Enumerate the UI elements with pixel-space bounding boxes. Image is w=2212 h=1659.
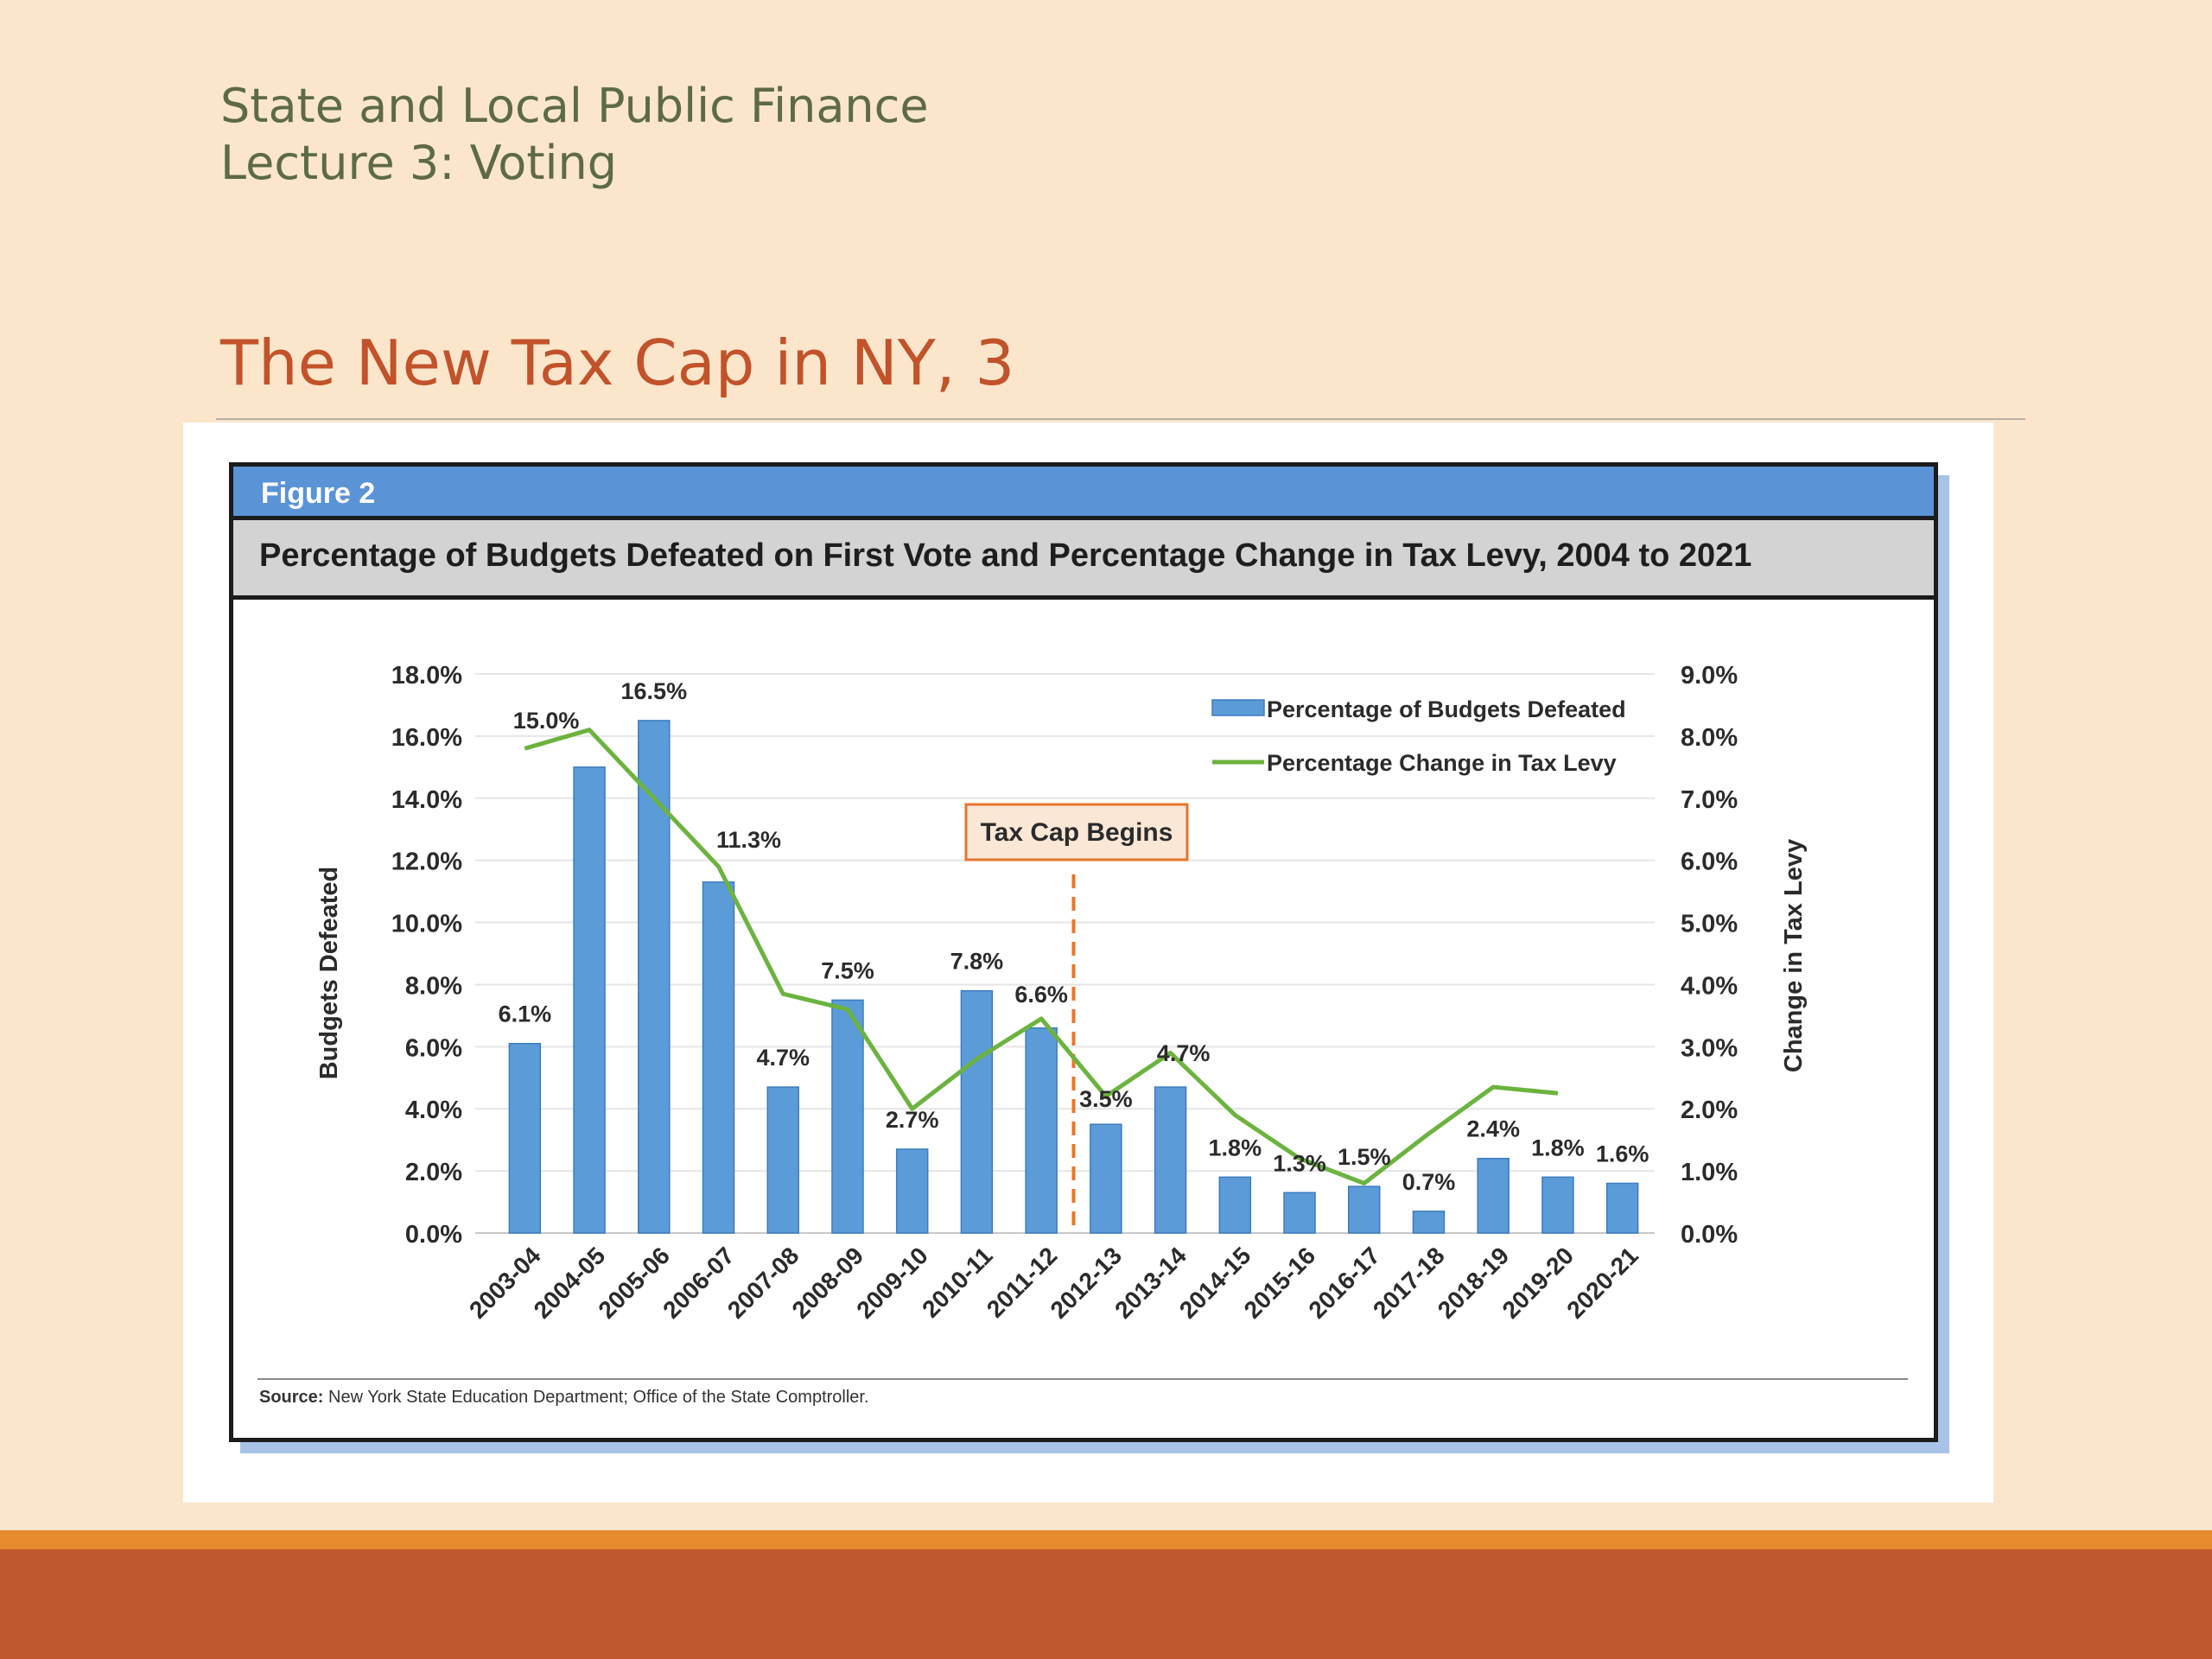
- bar-data-label: 2.4%: [1466, 1116, 1520, 1142]
- bar-data-label: 16.5%: [621, 678, 688, 704]
- tax-cap-label: Tax Cap Begins: [981, 818, 1173, 847]
- bar: [1154, 1086, 1187, 1234]
- x-tick-label: 2004-05: [529, 1242, 611, 1324]
- x-tick-label: 2006-07: [658, 1242, 740, 1324]
- bar-data-label: 4.7%: [1157, 1040, 1211, 1066]
- bar: [1348, 1185, 1381, 1234]
- y-tick-label: 16.0%: [391, 724, 462, 752]
- bar-data-label: 11.3%: [716, 827, 781, 853]
- x-tick-label: 2012-13: [1046, 1242, 1128, 1324]
- y-tick-label: 12.0%: [391, 849, 462, 876]
- y2-tick-label: 9.0%: [1681, 662, 1738, 690]
- x-tick-label: 2014-15: [1174, 1242, 1256, 1324]
- bar-data-label: 3.5%: [1079, 1086, 1133, 1112]
- y2-tick-label: 3.0%: [1681, 1034, 1738, 1062]
- x-tick-label: 2017-18: [1368, 1242, 1450, 1324]
- x-tick-label: 2013-14: [1109, 1242, 1192, 1324]
- bar: [1541, 1176, 1574, 1234]
- legend-label-line: Percentage Change in Tax Levy: [1267, 750, 1617, 776]
- legend-label-bars: Percentage of Budgets Defeated: [1267, 696, 1626, 722]
- lecture-title: Lecture 3: Voting: [220, 136, 618, 190]
- x-tick-label: 2015-16: [1239, 1242, 1321, 1324]
- y2-axis-title: Change in Tax Levy: [1780, 839, 1808, 1072]
- tax-cap-box: [964, 803, 1189, 861]
- y2-tick-label: 7.0%: [1681, 786, 1738, 814]
- legend-swatch-bars: [1211, 699, 1265, 716]
- y-tick-label: 6.0%: [405, 1034, 462, 1062]
- figure-title: Percentage of Budgets Defeated on First …: [259, 537, 1752, 574]
- y-tick-label: 18.0%: [391, 662, 462, 690]
- bar-data-label: 7.8%: [950, 949, 1004, 975]
- bar-data-label: 6.1%: [499, 1001, 552, 1027]
- bar: [1477, 1157, 1510, 1234]
- x-tick-label: 2008-09: [787, 1242, 869, 1324]
- bar-data-label: 4.7%: [756, 1045, 810, 1071]
- y-tick-label: 14.0%: [391, 786, 462, 814]
- bar: [638, 720, 671, 1234]
- course-title: State and Local Public Finance: [220, 79, 929, 133]
- x-tick-label: 2020-21: [1561, 1242, 1643, 1324]
- bar: [1605, 1182, 1639, 1234]
- y-tick-label: 2.0%: [405, 1159, 462, 1186]
- bar: [702, 881, 735, 1234]
- figure-header: Figure 2: [233, 467, 1934, 520]
- title-divider: [216, 418, 2025, 420]
- x-tick-label: 2009-10: [851, 1242, 933, 1324]
- x-tick-label: 2018-19: [1433, 1242, 1515, 1324]
- y2-tick-label: 2.0%: [1681, 1096, 1738, 1124]
- source-divider: [257, 1378, 1908, 1380]
- bar-data-label: 6.6%: [1014, 982, 1068, 1007]
- y2-tick-label: 5.0%: [1681, 911, 1738, 938]
- bar-data-label: 2.7%: [886, 1107, 939, 1133]
- bar-data-label: 1.8%: [1209, 1135, 1262, 1160]
- series-line-tax-levy: [524, 728, 1559, 1185]
- bar-data-label: 15.0%: [513, 708, 580, 734]
- bar-data-label: 1.8%: [1531, 1135, 1585, 1160]
- figure-frame: Figure 2 Percentage of Budgets Defeated …: [229, 462, 1938, 1442]
- bar: [1218, 1176, 1252, 1234]
- figure-title-bar: Percentage of Budgets Defeated on First …: [233, 520, 1934, 600]
- bar: [831, 999, 864, 1234]
- x-tick-label: 2016-17: [1303, 1242, 1385, 1324]
- y2-tick-label: 4.0%: [1681, 972, 1738, 1000]
- y-tick-label: 8.0%: [405, 972, 462, 1000]
- bar: [1412, 1211, 1446, 1234]
- x-tick-label: 2003-04: [464, 1242, 546, 1324]
- y2-tick-label: 8.0%: [1681, 724, 1738, 752]
- x-tick-label: 2019-20: [1497, 1242, 1580, 1324]
- bar: [573, 766, 606, 1234]
- slide-title: The New Tax Cap in NY, 3: [220, 327, 1015, 399]
- y2-tick-label: 1.0%: [1681, 1159, 1738, 1186]
- figure-source: Source: New York State Education Departm…: [259, 1388, 869, 1408]
- bar: [1090, 1123, 1122, 1234]
- course-heading: State and Local Public Finance Lecture 3…: [220, 78, 929, 192]
- bar: [895, 1148, 929, 1234]
- source-text: New York State Education Department; Off…: [323, 1388, 869, 1407]
- x-tick-label: 2005-06: [593, 1242, 675, 1324]
- bar: [960, 989, 994, 1234]
- bar: [766, 1086, 799, 1234]
- bar-data-label: 1.6%: [1596, 1141, 1649, 1166]
- x-tick-label: 2010-11: [917, 1242, 997, 1322]
- footer-bar: [0, 1549, 2212, 1659]
- y-tick-label: 10.0%: [391, 911, 462, 938]
- bar: [508, 1042, 542, 1234]
- y2-tick-label: 6.0%: [1681, 849, 1738, 876]
- figure-label: Figure 2: [261, 477, 376, 510]
- bar-data-label: 1.3%: [1273, 1150, 1326, 1176]
- y-tick-label: 0.0%: [405, 1221, 462, 1249]
- bar: [1025, 1027, 1058, 1234]
- x-tick-label: 2007-08: [722, 1242, 804, 1324]
- bar: [1283, 1192, 1316, 1234]
- bar-data-label: 7.5%: [821, 957, 874, 983]
- y-tick-label: 4.0%: [405, 1096, 462, 1124]
- bar-data-label: 1.5%: [1338, 1144, 1391, 1170]
- footer-accent-bar: [0, 1530, 2212, 1549]
- y2-tick-label: 0.0%: [1681, 1221, 1738, 1249]
- bar-data-label: 0.7%: [1402, 1169, 1456, 1195]
- source-prefix: Source:: [259, 1388, 324, 1407]
- y-axis-title: Budgets Defeated: [315, 867, 343, 1080]
